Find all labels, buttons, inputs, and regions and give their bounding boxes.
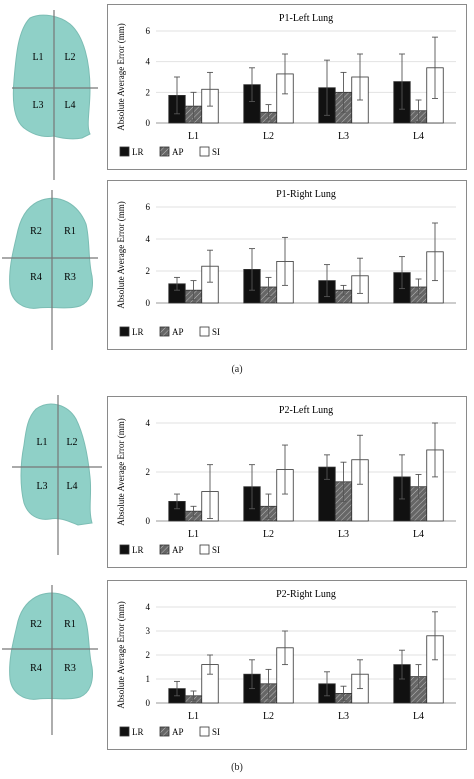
lobe-label: R3 <box>64 663 76 674</box>
chart-panel-p1-left: P1-Left Lung Absolute Average Error (mm) 0… <box>107 4 467 170</box>
chart-panel-p2-left: P2-Left Lung Absolute Average Error (mm) 0… <box>107 396 467 568</box>
x-tick-label: L3 <box>338 131 349 142</box>
x-tick-label: L4 <box>413 529 424 540</box>
legend-label-ap: AP <box>172 727 184 737</box>
chart-panel-p1-right: P1-Right Lung Absolute Average Error (mm)… <box>107 180 467 350</box>
figure-caption-b: (b) <box>231 762 243 773</box>
chart-title: P1-Right Lung <box>276 189 336 200</box>
y-tick-label: 4 <box>146 418 151 428</box>
y-tick-label: 6 <box>146 26 151 36</box>
y-tick-label: 3 <box>146 626 151 636</box>
lobe-label: R3 <box>64 272 76 283</box>
x-tick-label: L2 <box>263 529 274 540</box>
x-tick-label: L3 <box>338 529 349 540</box>
y-axis-label: Absolute Average Error (mm) <box>116 601 126 709</box>
y-axis-label: Absolute Average Error (mm) <box>116 418 126 526</box>
chart-title: P2-Right Lung <box>276 589 336 600</box>
y-tick-label: 2 <box>146 266 151 276</box>
x-tick-label: L1 <box>188 131 199 142</box>
y-tick-label: 4 <box>146 234 151 244</box>
lobe-label: L2 <box>64 52 75 63</box>
chart-p2-right-lung: P2-Right Lung Absolute Average Error (mm)… <box>116 589 456 737</box>
lung-shape <box>9 592 93 700</box>
y-axis-label: Absolute Average Error (mm) <box>116 23 126 131</box>
chart-title: P1-Left Lung <box>279 13 333 24</box>
lobe-label: L3 <box>36 481 47 492</box>
legend-label-ap: AP <box>172 327 184 337</box>
y-tick-label: 0 <box>146 516 151 526</box>
y-axis-label: Absolute Average Error (mm) <box>116 201 126 309</box>
lobe-label: R1 <box>64 226 76 237</box>
lobe-label: R4 <box>30 663 42 674</box>
legend-label-si: SI <box>212 727 220 737</box>
legend-swatch-si <box>199 726 210 737</box>
x-tick-label: L4 <box>413 131 424 142</box>
legend-swatch-ap <box>159 326 170 337</box>
figure-caption-a: (a) <box>231 364 243 375</box>
lung-shape <box>20 403 93 526</box>
lung-diagram-p1-left: L1 L2 L3 L4 <box>12 10 98 180</box>
legend-label-lr: LR <box>132 545 144 555</box>
y-tick-label: 4 <box>146 57 151 67</box>
lobe-label: L1 <box>32 52 43 63</box>
y-tick-label: 2 <box>146 87 151 97</box>
lung-shape <box>12 14 91 140</box>
legend-swatch-lr <box>119 544 130 555</box>
legend-swatch-ap <box>159 544 170 555</box>
y-tick-label: 1 <box>146 674 151 684</box>
y-tick-label: 0 <box>146 698 151 708</box>
lung-diagram-p2-left: L1 L2 L3 L4 <box>12 395 102 555</box>
legend-label-si: SI <box>212 327 220 337</box>
x-tick-label: L1 <box>188 529 199 540</box>
legend-swatch-lr <box>119 326 130 337</box>
legend-swatch-lr <box>119 726 130 737</box>
x-tick-label: L2 <box>263 131 274 142</box>
y-tick-label: 0 <box>146 298 151 308</box>
lobe-label: L4 <box>64 100 75 111</box>
legend-label-si: SI <box>212 545 220 555</box>
lung-shape <box>9 197 93 309</box>
lobe-label: R2 <box>30 619 42 630</box>
legend-swatch-si <box>199 326 210 337</box>
lung-diagram-p1-right: R2 R1 R4 R3 <box>2 190 98 350</box>
lobe-label: R2 <box>30 226 42 237</box>
legend-label-ap: AP <box>172 545 184 555</box>
y-tick-label: 2 <box>146 467 151 477</box>
legend-label-lr: LR <box>132 327 144 337</box>
lobe-label: R1 <box>64 619 76 630</box>
chart-p2-left-lung: P2-Left Lung Absolute Average Error (mm) 0… <box>116 405 456 555</box>
lobe-label: L1 <box>36 437 47 448</box>
legend-label-lr: LR <box>132 727 144 737</box>
x-tick-label: L2 <box>263 711 274 722</box>
lobe-label: L4 <box>66 481 77 492</box>
y-tick-label: 4 <box>146 602 151 612</box>
legend-label-ap: AP <box>172 147 184 157</box>
legend-swatch-ap <box>159 726 170 737</box>
chart-p1-left-lung: P1-Left Lung Absolute Average Error (mm) 0… <box>116 13 456 157</box>
legend-swatch-ap <box>159 146 170 157</box>
x-tick-label: L4 <box>413 711 424 722</box>
y-tick-label: 0 <box>146 118 151 128</box>
lobe-label: R4 <box>30 272 42 283</box>
chart-title: P2-Left Lung <box>279 405 333 416</box>
legend-label-lr: LR <box>132 147 144 157</box>
lobe-label: L3 <box>32 100 43 111</box>
chart-panel-p2-right: P2-Right Lung Absolute Average Error (mm)… <box>107 580 467 750</box>
legend-label-si: SI <box>212 147 220 157</box>
chart-p1-right-lung: P1-Right Lung Absolute Average Error (mm)… <box>116 189 456 337</box>
lung-diagram-p2-right: R2 R1 R4 R3 <box>2 585 98 735</box>
x-tick-label: L1 <box>188 711 199 722</box>
legend-swatch-si <box>199 146 210 157</box>
legend-swatch-lr <box>119 146 130 157</box>
lobe-label: L2 <box>66 437 77 448</box>
y-tick-label: 2 <box>146 650 151 660</box>
legend-swatch-si <box>199 544 210 555</box>
x-tick-label: L3 <box>338 711 349 722</box>
y-tick-label: 6 <box>146 202 151 212</box>
